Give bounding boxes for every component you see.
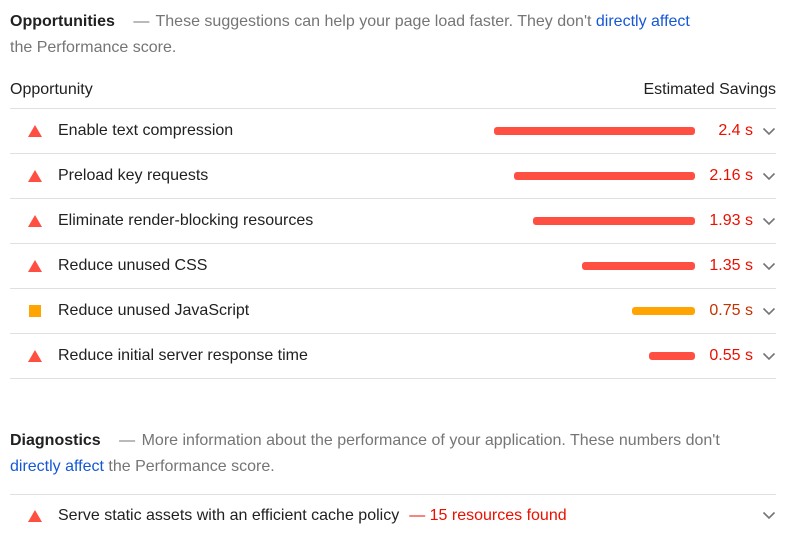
opportunities-rows: Enable text compression 2.4 s Preload ke…	[10, 109, 776, 379]
opportunities-header: Opportunities — These suggestions can he…	[10, 9, 712, 61]
opportunity-row[interactable]: Reduce unused JavaScript 0.75 s	[10, 289, 776, 334]
em-dash: —	[133, 13, 150, 30]
savings-group: 0.75 s	[632, 302, 776, 320]
savings-bar	[649, 352, 695, 360]
table-column-header: Opportunity Estimated Savings	[10, 81, 776, 109]
savings-value: 1.35 s	[709, 257, 753, 274]
opportunities-description-tail: the Performance score.	[10, 39, 177, 56]
chevron-down-icon[interactable]	[762, 352, 776, 361]
chevron-down-icon[interactable]	[762, 127, 776, 136]
savings-value: 0.75 s	[709, 302, 753, 319]
triangle-up-icon	[28, 260, 42, 272]
triangle-up-icon	[28, 215, 42, 227]
opportunity-label: Eliminate render-blocking resources	[58, 212, 314, 229]
savings-bar	[494, 127, 695, 135]
savings-bar	[582, 262, 695, 270]
savings-value: 2.16 s	[709, 167, 753, 184]
diagnostic-row[interactable]: Serve static assets with an efficient ca…	[10, 494, 776, 533]
diagnostics-description: More information about the performance o…	[141, 432, 720, 449]
opportunity-label: Preload key requests	[58, 167, 209, 184]
opportunity-row[interactable]: Reduce initial server response time 0.55…	[10, 334, 776, 379]
em-dash: —	[119, 432, 136, 449]
savings-group: 1.35 s	[582, 257, 776, 275]
diagnostics-header: Diagnostics — More information about the…	[10, 428, 758, 480]
chevron-down-icon[interactable]	[762, 262, 776, 271]
opportunities-title: Opportunities	[10, 13, 115, 30]
triangle-up-icon	[28, 125, 42, 137]
opportunity-row[interactable]: Preload key requests 2.16 s	[10, 154, 776, 199]
savings-group: 2.4 s	[494, 122, 776, 140]
column-estimated-savings: Estimated Savings	[643, 81, 776, 98]
chevron-down-icon[interactable]	[762, 217, 776, 226]
diagnostics-title: Diagnostics	[10, 432, 101, 449]
savings-bar	[632, 307, 695, 315]
opportunity-row[interactable]: Reduce unused CSS 1.35 s	[10, 244, 776, 289]
savings-value: 2.4 s	[718, 122, 753, 139]
diagnostic-label: Serve static assets with an efficient ca…	[58, 506, 400, 524]
directly-affect-link[interactable]: directly affect	[10, 458, 104, 475]
savings-group: 0.55 s	[649, 347, 776, 365]
chevron-down-icon[interactable]	[762, 511, 776, 520]
savings-group: 2.16 s	[514, 167, 776, 185]
opportunity-label: Reduce unused CSS	[58, 257, 208, 274]
opportunity-row[interactable]: Eliminate render-blocking resources 1.93…	[10, 199, 776, 244]
diagnostic-annotation: — 15 resources found	[409, 506, 567, 524]
diagnostics-description-tail: the Performance score.	[108, 458, 275, 475]
savings-bar	[514, 172, 695, 180]
triangle-up-icon	[28, 170, 42, 182]
opportunity-row[interactable]: Enable text compression 2.4 s	[10, 109, 776, 154]
triangle-up-icon	[28, 509, 42, 522]
savings-value: 1.93 s	[709, 212, 753, 229]
savings-bar	[533, 217, 695, 225]
chevron-down-icon[interactable]	[762, 172, 776, 181]
chevron-down-icon[interactable]	[762, 307, 776, 316]
opportunities-description: These suggestions can help your page loa…	[155, 13, 592, 30]
square-icon	[29, 305, 41, 317]
opportunity-label: Reduce initial server response time	[58, 347, 308, 364]
savings-value: 0.55 s	[709, 347, 753, 364]
directly-affect-link[interactable]: directly affect	[595, 13, 690, 30]
column-opportunity: Opportunity	[10, 81, 93, 98]
opportunity-label: Enable text compression	[58, 122, 234, 139]
triangle-up-icon	[28, 350, 42, 362]
opportunity-label: Reduce unused JavaScript	[58, 302, 250, 319]
savings-group: 1.93 s	[533, 212, 776, 230]
